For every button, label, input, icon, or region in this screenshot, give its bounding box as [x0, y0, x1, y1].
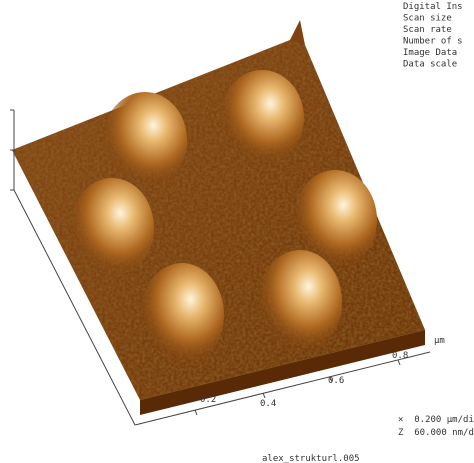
x-scale: × 0.200 µm/div	[398, 415, 474, 425]
info-line: Number of s	[403, 37, 463, 47]
info-line: Scan size	[403, 14, 452, 24]
info-line: Digital Ins	[403, 2, 463, 12]
afm-view: 0.2 0.4 0.6 0.8 µm Digital Ins Scan sizeS…	[0, 0, 474, 463]
axis-tick-label: 0.8	[392, 351, 408, 361]
axis-unit: µm	[434, 336, 445, 346]
filename: alex_strukturl.005	[262, 454, 360, 463]
axis-tick-label: 0.2	[200, 395, 216, 405]
info-line: Image Data	[403, 48, 457, 58]
info-line: Scan rate	[403, 25, 452, 35]
axis-tick-label: 0.4	[260, 399, 276, 409]
z-scale: Z 60.000 nm/div	[398, 428, 474, 438]
info-line: Data scale	[403, 60, 457, 70]
axis-tick-label: 0.6	[328, 376, 344, 386]
